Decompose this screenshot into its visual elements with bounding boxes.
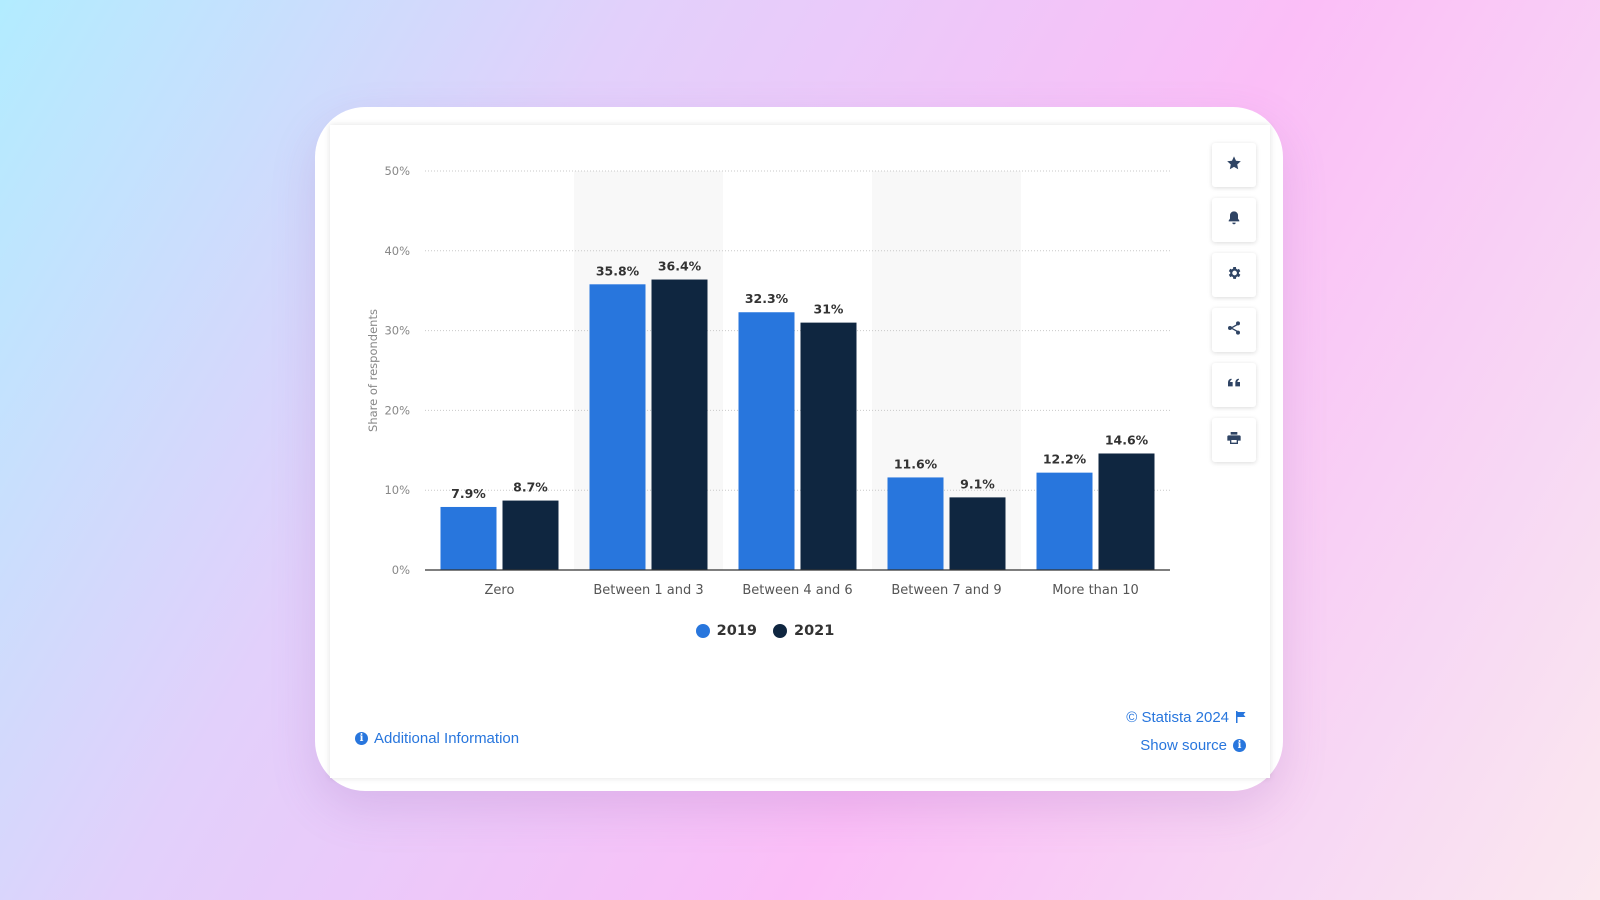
chart-card: 0% 10% 20% 30% 40% 50% 7.9% 35.8% 32.3% 11.6% 12.2… — [330, 125, 1270, 778]
x-tick-label: Between 7 and 9 — [891, 583, 1001, 598]
bar-2019 — [887, 477, 944, 570]
data-label: 14.6% — [1105, 432, 1149, 447]
share-icon — [1226, 320, 1242, 340]
legend-dot-2019 — [695, 624, 710, 638]
y-tick-label: 50% — [384, 164, 410, 178]
bar-2019 — [440, 506, 497, 570]
cite-button[interactable] — [1212, 363, 1256, 407]
additional-information-label: Additional Information — [374, 730, 520, 747]
chart-toolbar — [1212, 143, 1258, 473]
info-icon: i — [1233, 738, 1246, 752]
data-label: 36.4% — [658, 259, 702, 274]
x-tick-label: Between 1 and 3 — [593, 583, 703, 598]
notification-button[interactable] — [1212, 198, 1256, 242]
bar-2021 — [1098, 453, 1155, 570]
y-tick-label: 40% — [384, 244, 410, 258]
bell-icon — [1226, 210, 1242, 230]
y-tick-label: 10% — [384, 483, 410, 497]
bar-chart: 0% 10% 20% 30% 40% 50% 7.9% 35.8% 32.3% 11.6% 12.2… — [366, 164, 1170, 598]
show-source-label: Show source — [1140, 736, 1227, 754]
info-icon: i — [355, 732, 368, 745]
y-tick-label: 20% — [384, 403, 410, 417]
y-tick-label: 30% — [384, 324, 410, 338]
share-button[interactable] — [1212, 308, 1256, 352]
source-footer: © Statista 2024 Show source i — [1126, 703, 1246, 759]
data-label: 8.7% — [513, 480, 548, 495]
copyright-text: © Statista 2024 — [1126, 708, 1229, 726]
data-label: 31% — [814, 302, 844, 317]
print-button[interactable] — [1212, 418, 1256, 462]
bar-2021 — [502, 500, 559, 570]
bar-2019 — [589, 284, 646, 570]
bar-2021 — [651, 279, 708, 570]
y-axis-title: Share of respondents — [366, 309, 380, 432]
legend-dot-2021 — [773, 624, 787, 638]
data-label: 12.2% — [1043, 452, 1087, 467]
data-label: 32.3% — [745, 291, 789, 306]
bar-2019 — [1036, 472, 1093, 570]
legend-label-2021: 2021 — [794, 623, 835, 639]
legend-item-2019[interactable]: 2019 — [695, 623, 757, 639]
chart-legend: 2019 2021 — [330, 623, 1200, 639]
x-tick-label: More than 10 — [1052, 583, 1139, 598]
print-icon — [1226, 430, 1242, 450]
settings-button[interactable] — [1212, 253, 1256, 297]
data-label: 7.9% — [451, 486, 486, 501]
legend-item-2021[interactable]: 2021 — [773, 623, 834, 639]
data-label: 9.1% — [960, 476, 995, 491]
bar-2021 — [800, 322, 857, 570]
x-tick-label: Zero — [485, 583, 515, 598]
flag-icon — [1235, 711, 1246, 723]
bar-2019 — [738, 312, 795, 570]
y-tick-label: 0% — [392, 563, 410, 577]
copyright-link[interactable]: © Statista 2024 — [1126, 703, 1246, 731]
gear-icon — [1226, 265, 1242, 285]
legend-label-2019: 2019 — [716, 623, 757, 639]
quote-icon — [1226, 375, 1242, 395]
favorite-button[interactable] — [1212, 143, 1256, 187]
additional-information-link[interactable]: i Additional Information — [355, 730, 519, 747]
star-icon — [1226, 155, 1242, 175]
x-tick-label: Between 4 and 6 — [742, 583, 852, 598]
show-source-link[interactable]: Show source i — [1126, 731, 1246, 759]
data-label: 11.6% — [894, 456, 938, 471]
bar-2021 — [949, 497, 1006, 570]
data-label: 35.8% — [596, 263, 640, 278]
